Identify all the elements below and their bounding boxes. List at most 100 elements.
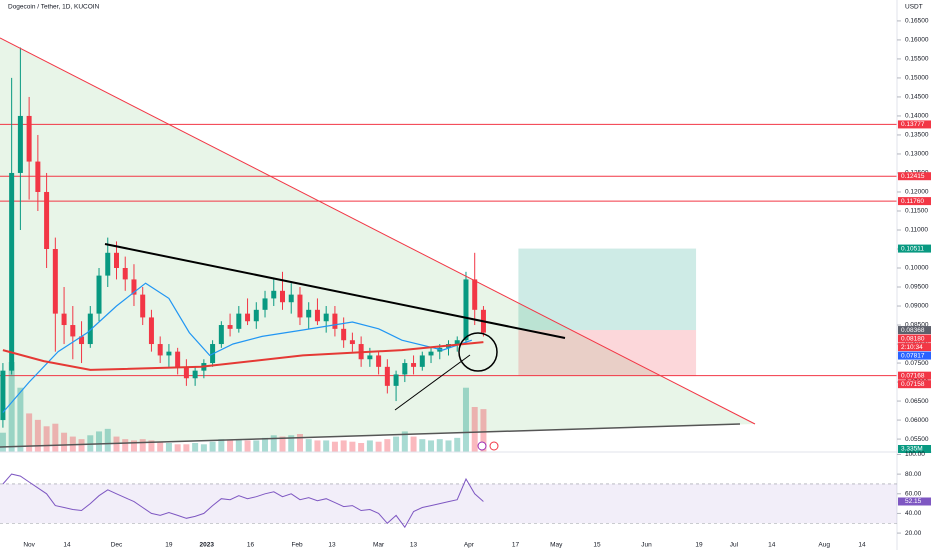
volume-bar [130,440,137,452]
level-label: 0.07817 [901,352,925,359]
volume-bar [104,428,111,452]
volume-bar [235,439,242,452]
candle-body [140,294,146,318]
y-tick-label: 0.06500 [905,398,929,405]
level-label-box [898,334,931,343]
trend-line [394,354,471,411]
x-tick-label: Mar [373,542,385,549]
x-tick-label: Dec [111,542,123,549]
volume-bar [200,444,207,452]
volume-bar [17,387,24,452]
level-label: 0.08180 [901,335,925,342]
x-tick-label: Jun [641,542,652,549]
y-tick-label: 0.13000 [905,151,929,158]
volume-bar [174,444,181,452]
candle-body [87,313,93,345]
x-tick-label: 19 [165,542,173,549]
y-tick-label: 0.09500 [905,284,929,291]
volume-bar [113,436,120,452]
trend-line [104,243,566,339]
position-stop [518,330,697,377]
volume-bar [52,423,59,452]
level-label: 0.11760 [901,198,924,205]
volume-bar [366,440,373,452]
volume-bar [227,440,234,452]
level-label: 0.12415 [901,173,925,180]
highlight-circle [458,332,498,372]
candle-body [166,351,172,356]
candle-body [288,294,294,303]
countdown-box [898,343,931,352]
volume-bar [358,443,365,452]
rsi-tick-label: 80.00 [905,471,922,478]
candle-body [148,317,154,345]
volume-bar [253,440,260,452]
volume-bar [157,441,164,452]
x-tick-label: 13 [328,542,336,549]
candle-body [0,370,6,421]
volume-bar [384,439,391,452]
x-tick-label: Apr [464,542,475,549]
event-icon [489,441,499,451]
candle-body [218,325,224,345]
volume-bar [165,443,172,452]
y-tick-label: 0.10000 [905,265,929,272]
volume-bar [349,441,356,452]
y-tick-label: 0.14500 [905,94,929,101]
candle-body [113,252,119,269]
level-label-box [898,380,931,389]
candle-body [26,115,32,162]
volume-bar [340,440,347,452]
candle-body [262,298,268,310]
level-label-box [898,197,931,206]
candle-body [52,248,58,314]
rsi-tick-label: 20.00 [905,530,922,537]
volume-bar [139,439,146,452]
candle-body [227,325,233,329]
candle-body [105,252,111,276]
candle-body [70,325,76,337]
level-label-box [898,326,931,335]
volume-bar [323,440,330,452]
volume-bar [0,432,6,452]
candle-body [17,115,23,173]
x-tick-label: 14 [858,542,866,549]
volume-bar [314,440,321,452]
volume-bar [43,426,50,452]
candle-body [297,294,303,318]
volume-bar [401,431,408,452]
rsi-label-box [898,497,931,506]
volume-bar [209,441,216,452]
volume-bar [393,436,400,452]
y-tick-label: 0.06000 [905,417,929,424]
volume-bar [183,444,190,452]
volume-bar [454,437,461,452]
candle-body [323,313,329,322]
chart-title: Dogecoin / Tether, 1D, KUCOIN [8,4,100,11]
x-tick-label: Feb [291,542,303,549]
x-tick-label: Jul [730,542,739,549]
volume-bar [8,362,15,452]
candle-body [61,313,67,326]
candle-body [463,279,469,341]
countdown: 2:10:34 [901,344,923,351]
candle-body [253,309,259,322]
candle-body [175,351,181,367]
volume-bar [244,440,251,452]
volume-bar [445,440,452,452]
candle-body [419,355,425,367]
y-tick-label: 0.15500 [905,56,929,63]
y-tick-label: 0.05500 [905,436,929,443]
volume-bar [34,419,41,452]
volume-bar [192,443,199,452]
volume-bar [296,434,303,452]
y-tick-label: 0.11000 [905,227,928,234]
volume-bar [78,439,85,452]
position-target [518,248,697,331]
volume-bar [471,407,478,452]
y-tick-label: 0.15000 [905,75,929,82]
candle-body [35,161,41,192]
candle-body [349,340,355,345]
